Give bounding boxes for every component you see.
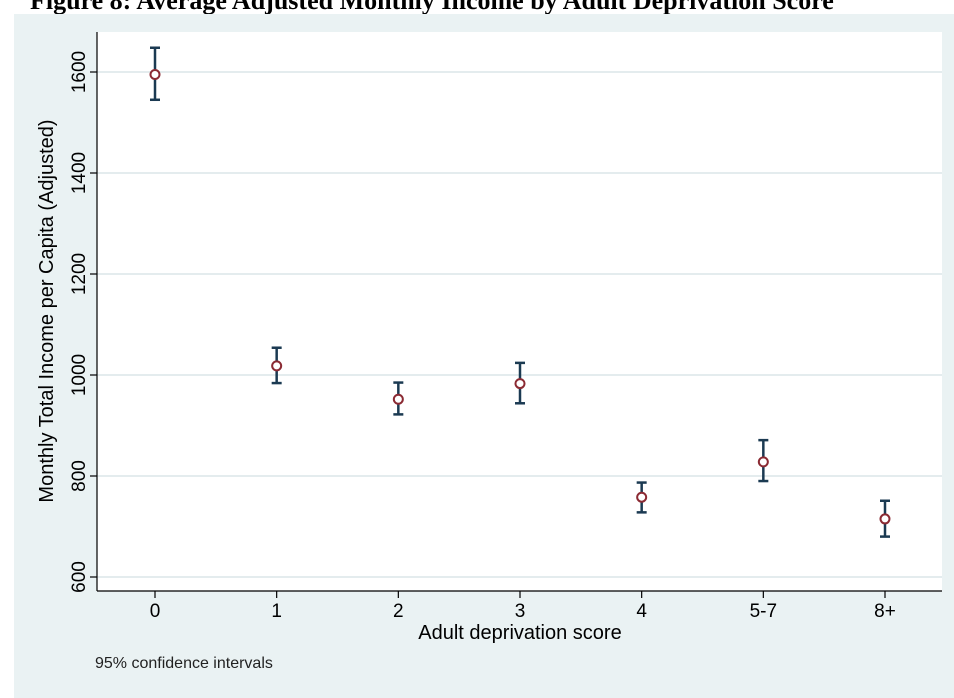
- confidence-note: 95% confidence intervals: [95, 655, 273, 672]
- x-tick-label: 1: [271, 601, 282, 622]
- y-tick-label: 1000: [69, 354, 90, 396]
- data-points: [149, 46, 891, 538]
- x-tick-label: 0: [150, 601, 161, 622]
- x-tick-label: 2: [393, 601, 404, 622]
- mean-marker: [757, 456, 769, 468]
- y-tick-label: 600: [69, 561, 90, 593]
- y-tick-label: 1600: [69, 51, 90, 93]
- mean-marker: [636, 491, 648, 503]
- error-bar-group: [514, 361, 526, 405]
- plot-area: [97, 32, 942, 591]
- mean-marker: [514, 378, 526, 390]
- gridlines: [97, 71, 942, 578]
- mean-marker: [879, 513, 891, 525]
- error-bar-group: [271, 346, 283, 385]
- figure-caption-text: Figure 8: Average Adjusted Monthly Incom…: [30, 0, 834, 14]
- x-tick-label: 4: [636, 601, 647, 622]
- y-tick-label: 1200: [69, 253, 90, 295]
- error-bar-group: [392, 381, 404, 416]
- error-bar-group: [879, 499, 891, 538]
- error-bar-group: [149, 46, 161, 102]
- error-bar-group: [757, 438, 769, 483]
- y-tick-label: 800: [69, 460, 90, 492]
- x-tick-label: 8+: [874, 601, 896, 622]
- mean-marker: [392, 393, 404, 405]
- x-tick-label: 5-7: [750, 601, 777, 622]
- x-axis-label: Adult deprivation score: [418, 622, 621, 644]
- mean-marker: [271, 360, 283, 372]
- x-axis-ticks: 0 1 2 3 4 5-7 8+: [150, 591, 896, 622]
- y-tick-label: 1400: [69, 152, 90, 194]
- mean-marker: [149, 69, 161, 81]
- figure-caption: Figure 8: Average Adjusted Monthly Incom…: [0, 0, 954, 14]
- y-axis-ticks: 600 800 1000 1200 1400 1600: [69, 51, 97, 593]
- y-axis-label: Monthly Total Income per Capita (Adjuste…: [36, 119, 58, 502]
- error-bar-group: [636, 481, 648, 514]
- x-tick-label: 3: [515, 601, 526, 622]
